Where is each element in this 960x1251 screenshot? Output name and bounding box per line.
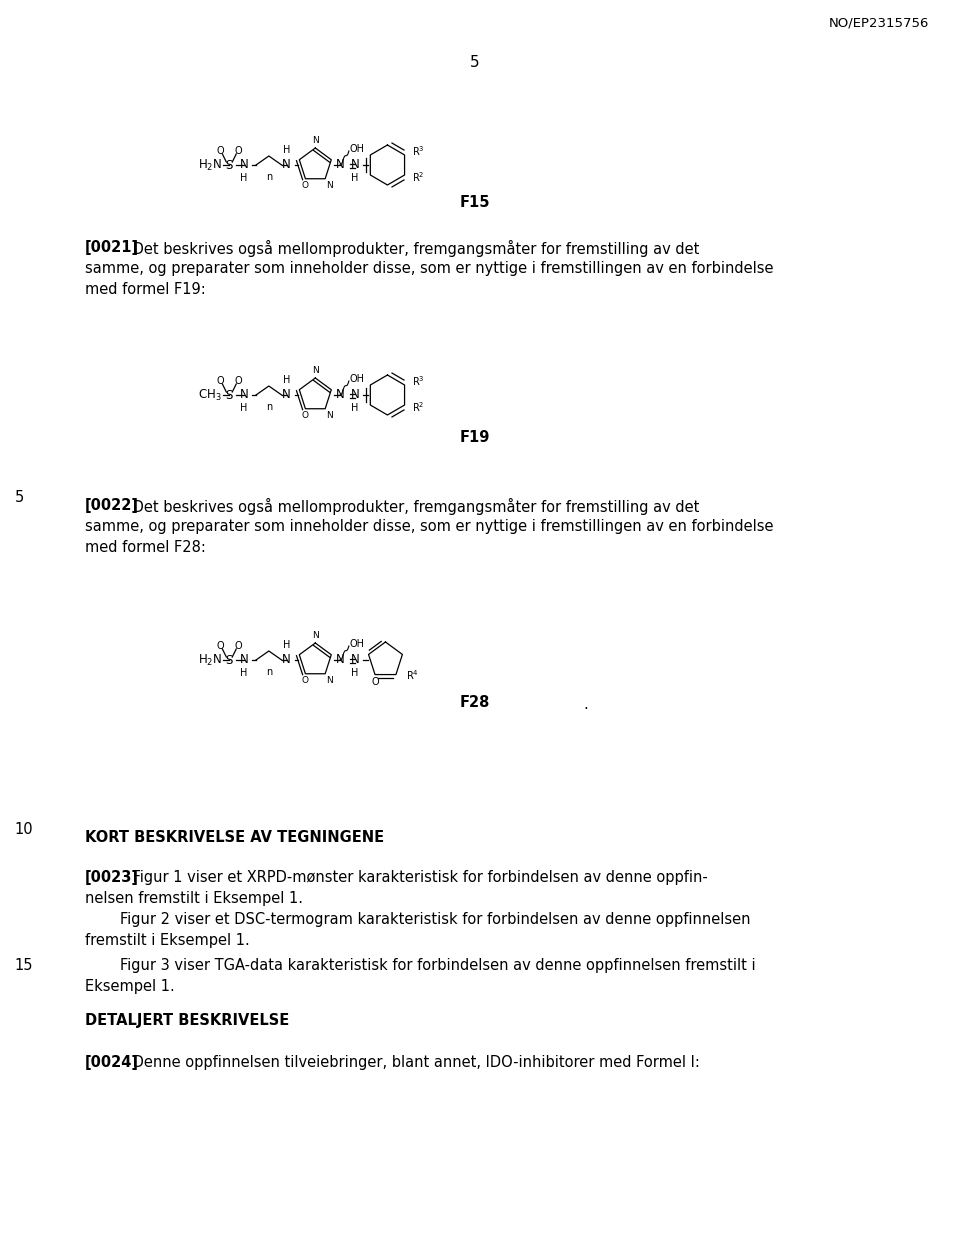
Text: 5: 5 bbox=[469, 55, 479, 70]
Text: Det beskrives også mellomprodukter, fremgangsmåter for fremstilling av det: Det beskrives også mellomprodukter, frem… bbox=[128, 498, 699, 515]
Text: R$^3$: R$^3$ bbox=[412, 374, 425, 388]
Text: N: N bbox=[240, 388, 249, 400]
Text: N: N bbox=[312, 136, 319, 145]
Text: [0023]: [0023] bbox=[85, 869, 139, 884]
Text: 5: 5 bbox=[14, 490, 24, 505]
Text: N: N bbox=[282, 158, 291, 170]
Text: O: O bbox=[234, 641, 242, 651]
Text: O: O bbox=[372, 677, 379, 687]
Text: N: N bbox=[312, 367, 319, 375]
Text: Det beskrives også mellomprodukter, fremgangsmåter for fremstilling av det: Det beskrives også mellomprodukter, frem… bbox=[128, 240, 699, 256]
Text: F19: F19 bbox=[459, 430, 490, 445]
Text: H: H bbox=[351, 173, 358, 183]
Text: H: H bbox=[351, 403, 358, 413]
Text: H$_2$N: H$_2$N bbox=[198, 653, 222, 668]
Text: S: S bbox=[226, 159, 233, 171]
Text: med formel F28:: med formel F28: bbox=[85, 540, 205, 555]
Text: N: N bbox=[326, 410, 333, 420]
Text: O: O bbox=[217, 146, 225, 156]
Text: Figur 3 viser TGA-data karakteristisk for forbindelsen av denne oppfinnelsen fre: Figur 3 viser TGA-data karakteristisk fo… bbox=[120, 958, 756, 973]
Text: H: H bbox=[351, 668, 358, 678]
Text: H: H bbox=[283, 375, 290, 385]
Text: 15: 15 bbox=[14, 958, 34, 973]
Text: n: n bbox=[266, 667, 272, 677]
Text: O: O bbox=[234, 377, 242, 387]
Text: N: N bbox=[336, 653, 345, 666]
Text: R$^4$: R$^4$ bbox=[406, 668, 420, 682]
Text: CH$_3$: CH$_3$ bbox=[198, 388, 222, 403]
Text: n: n bbox=[266, 171, 272, 181]
Text: N: N bbox=[336, 158, 345, 170]
Text: [0022]: [0022] bbox=[85, 498, 139, 513]
Text: S: S bbox=[226, 653, 233, 667]
Text: N: N bbox=[282, 388, 291, 400]
Text: N: N bbox=[312, 631, 319, 641]
Text: O: O bbox=[301, 410, 309, 420]
Text: Denne oppfinnelsen tilveiebringer, blant annet, IDO-inhibitorer med Formel I:: Denne oppfinnelsen tilveiebringer, blant… bbox=[128, 1055, 700, 1070]
Text: [0021]: [0021] bbox=[85, 240, 139, 255]
Text: O: O bbox=[217, 377, 225, 387]
Text: [0024]: [0024] bbox=[85, 1055, 139, 1070]
Text: N: N bbox=[350, 653, 359, 666]
Text: Eksempel 1.: Eksempel 1. bbox=[85, 980, 175, 995]
Text: N: N bbox=[350, 388, 359, 400]
Text: R$^2$: R$^2$ bbox=[412, 170, 424, 184]
Text: samme, og preparater som inneholder disse, som er nyttige i fremstillingen av en: samme, og preparater som inneholder diss… bbox=[85, 519, 774, 534]
Text: N: N bbox=[240, 158, 249, 170]
Text: H$_2$N: H$_2$N bbox=[198, 158, 222, 173]
Text: .: . bbox=[583, 697, 588, 712]
Text: fremstilt i Eksempel 1.: fremstilt i Eksempel 1. bbox=[85, 933, 250, 948]
Text: N: N bbox=[326, 676, 333, 684]
Text: OH: OH bbox=[349, 374, 365, 384]
Text: S: S bbox=[226, 389, 233, 402]
Text: R$^2$: R$^2$ bbox=[412, 400, 424, 414]
Text: F15: F15 bbox=[459, 195, 490, 210]
Text: Figur 2 viser et DSC-termogram karakteristisk for forbindelsen av denne oppfinne: Figur 2 viser et DSC-termogram karakteri… bbox=[120, 912, 750, 927]
Text: H: H bbox=[240, 173, 248, 183]
Text: n: n bbox=[266, 402, 272, 412]
Text: F28: F28 bbox=[459, 696, 490, 711]
Text: H: H bbox=[240, 668, 248, 678]
Text: R$^3$: R$^3$ bbox=[412, 144, 425, 158]
Text: H: H bbox=[283, 145, 290, 155]
Text: O: O bbox=[301, 676, 309, 684]
Text: samme, og preparater som inneholder disse, som er nyttige i fremstillingen av en: samme, og preparater som inneholder diss… bbox=[85, 261, 774, 276]
Text: NO/EP2315756: NO/EP2315756 bbox=[828, 16, 929, 29]
Text: Figur 1 viser et XRPD-mønster karakteristisk for forbindelsen av denne oppfin-: Figur 1 viser et XRPD-mønster karakteris… bbox=[128, 869, 708, 884]
Text: O: O bbox=[234, 146, 242, 156]
Text: N: N bbox=[336, 388, 345, 400]
Text: H: H bbox=[283, 641, 290, 651]
Text: O: O bbox=[301, 180, 309, 190]
Text: N: N bbox=[350, 158, 359, 170]
Text: nelsen fremstilt i Eksempel 1.: nelsen fremstilt i Eksempel 1. bbox=[85, 891, 303, 906]
Text: OH: OH bbox=[349, 639, 365, 649]
Text: H: H bbox=[240, 403, 248, 413]
Text: KORT BESKRIVELSE AV TEGNINGENE: KORT BESKRIVELSE AV TEGNINGENE bbox=[85, 829, 384, 844]
Text: N: N bbox=[326, 180, 333, 190]
Text: med formel F19:: med formel F19: bbox=[85, 281, 205, 296]
Text: OH: OH bbox=[349, 144, 365, 154]
Text: N: N bbox=[240, 653, 249, 666]
Text: DETALJERT BESKRIVELSE: DETALJERT BESKRIVELSE bbox=[85, 1013, 289, 1028]
Text: O: O bbox=[217, 641, 225, 651]
Text: N: N bbox=[282, 653, 291, 666]
Text: 10: 10 bbox=[14, 822, 34, 837]
